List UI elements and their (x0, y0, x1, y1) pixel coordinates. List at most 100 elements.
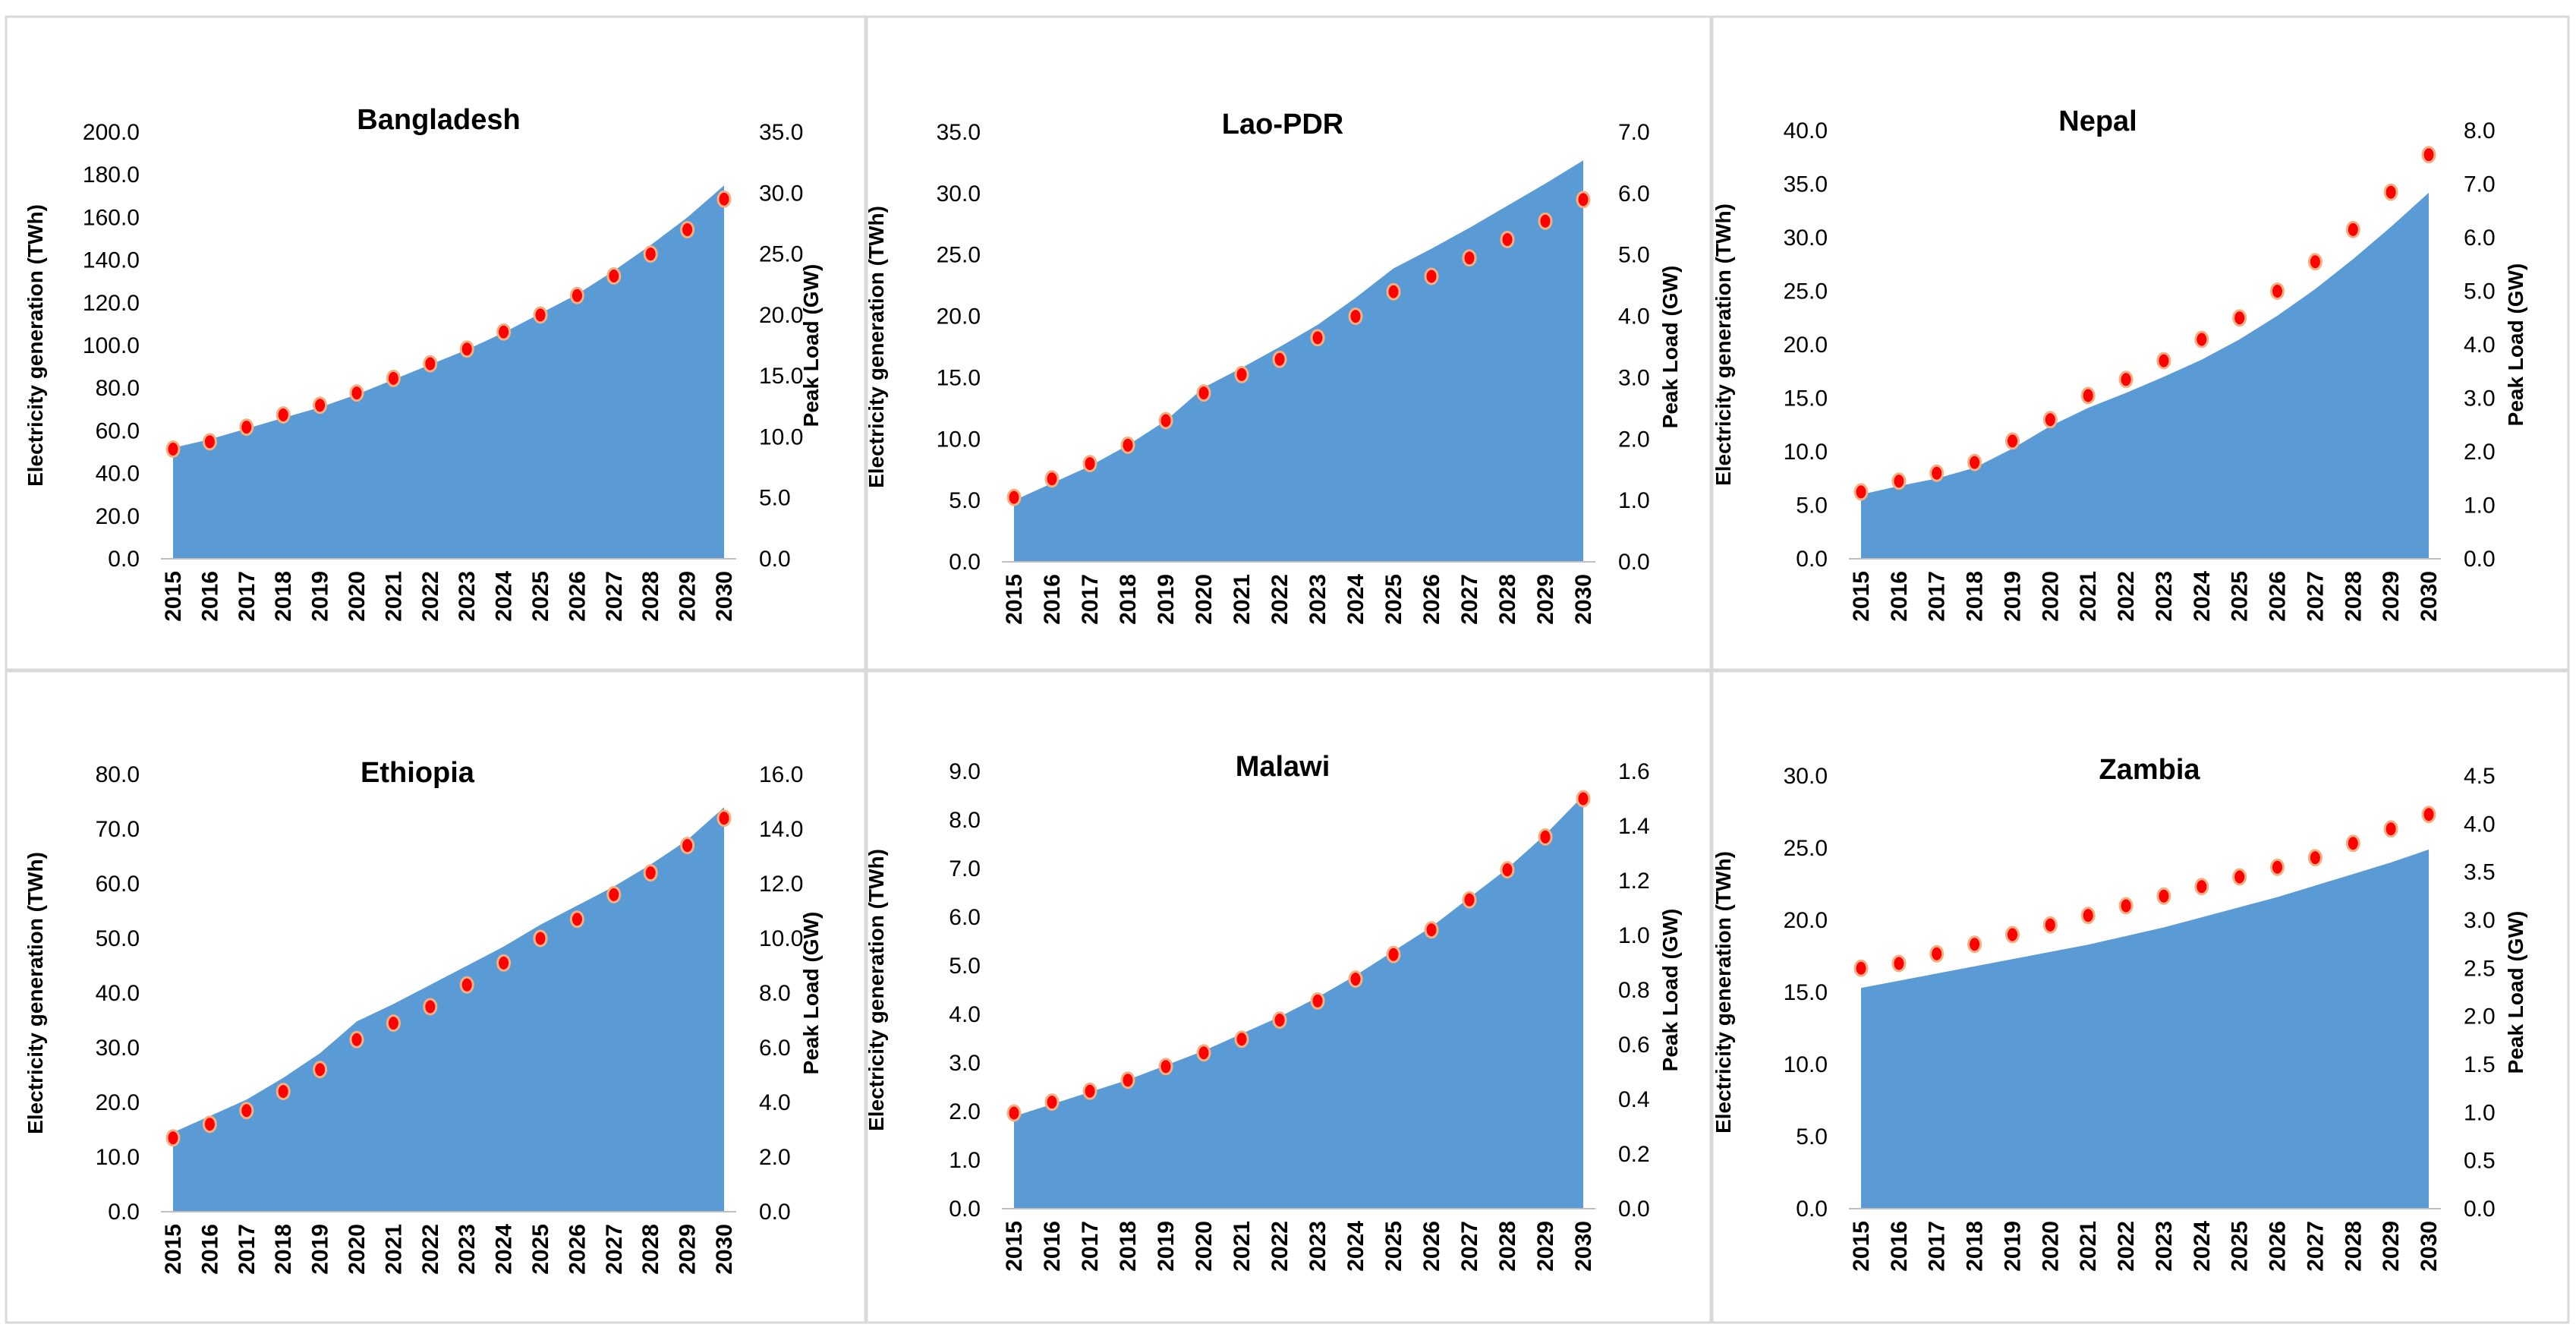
y2-tick-label: 1.4 (1618, 814, 1650, 839)
y2-tick-label: 16.0 (759, 762, 803, 787)
y2-tick-label: 1.0 (2464, 1100, 2496, 1125)
y2-tick-label: 6.0 (759, 1036, 791, 1061)
y2-tick-label: 0.6 (1618, 1033, 1650, 1058)
y-tick-label: 10.0 (1784, 1052, 1828, 1077)
x-tick-label: 2027 (602, 571, 627, 622)
x-tick-label: 2022 (418, 571, 443, 622)
y2-axis-title: Peak Load (GW) (1658, 909, 1682, 1072)
y-tick-label: 10.0 (96, 1145, 140, 1170)
x-tick-label: 2023 (455, 571, 480, 622)
y2-tick-label: 7.0 (1618, 120, 1650, 145)
x-tick-label: 2030 (1571, 574, 1596, 625)
y2-tick-label: 20.0 (759, 303, 803, 328)
peak-load-point (2307, 253, 2322, 271)
peak-load-point (423, 355, 438, 373)
chart-title: Bangladesh (357, 104, 520, 136)
y-tick-label: 10.0 (1784, 440, 1828, 465)
x-tick-label: 2021 (381, 571, 406, 622)
peak-load-point (533, 929, 548, 948)
y2-axis-title: Peak Load (GW) (799, 264, 823, 427)
y2-tick-label: 0.0 (759, 547, 791, 572)
peak-load-point (680, 221, 695, 238)
y2-tick-label: 0.4 (1618, 1087, 1650, 1112)
peak-load-point (606, 267, 622, 285)
peak-load-point (1929, 944, 1945, 963)
generation-area-series (1861, 192, 2429, 560)
x-tick-label: 2024 (492, 1224, 517, 1275)
x-tick-label: 2015 (1002, 574, 1027, 625)
y-tick-label: 120.0 (83, 291, 140, 316)
chart-title: Malawi (1236, 751, 1331, 783)
peak-load-point (1967, 453, 1982, 471)
peak-load-point (2421, 146, 2436, 164)
peak-load-point (2270, 282, 2285, 300)
x-tick-label: 2030 (1571, 1221, 1596, 1272)
y-tick-label: 30.0 (1784, 225, 1828, 251)
x-tick-label: 2029 (1533, 574, 1558, 625)
x-tick-label: 2020 (2038, 1221, 2063, 1272)
x-tick-label: 2026 (2266, 1221, 2291, 1272)
x-tick-label: 2017 (1078, 574, 1103, 625)
x-tick-label: 2026 (1419, 574, 1444, 625)
y-tick-label: 4.0 (949, 1002, 981, 1027)
peak-load-point (349, 384, 364, 402)
x-tick-label: 2015 (1849, 1221, 1874, 1272)
peak-load-point (1044, 470, 1060, 488)
peak-load-point (1310, 329, 1325, 347)
x-tick-label: 2023 (2152, 571, 2177, 622)
chart-panel-bangladesh: Bangladesh 0.0 20.0 40.0 60.0 80.0 100.0 120.0 1… (5, 15, 867, 671)
y2-axis-title: Peak Load (GW) (2504, 911, 2527, 1074)
peak-load-point (643, 864, 658, 882)
y2-tick-label: 2.0 (2464, 440, 2496, 465)
y2-tick-label: 12.0 (759, 872, 803, 897)
peak-load-point (1348, 970, 1363, 989)
x-tick-label: 2027 (1457, 1221, 1482, 1272)
peak-load-point (1386, 945, 1401, 963)
peak-load-point (1929, 464, 1945, 482)
peak-load-point (496, 954, 512, 972)
y2-tick-label: 5.0 (2464, 279, 2496, 304)
y-tick-label: 30.0 (937, 181, 981, 207)
peak-load-point (2156, 887, 2171, 905)
y-tick-label: 8.0 (949, 808, 981, 833)
y-tick-label: 40.0 (1784, 118, 1828, 143)
y-tick-label: 80.0 (96, 376, 140, 401)
y2-tick-label: 1.6 (1618, 759, 1650, 784)
peak-load-point (2232, 309, 2247, 327)
x-tick-label: 2025 (2228, 571, 2253, 622)
x-tick-label: 2030 (712, 1224, 737, 1275)
x-tick-label: 2021 (2076, 1221, 2101, 1272)
y-tick-label: 0.0 (949, 1197, 981, 1222)
x-tick-label: 2017 (235, 1224, 260, 1275)
x-tick-label: 2017 (1078, 1221, 1103, 1272)
peak-load-point (2232, 868, 2247, 886)
y-tick-label: 140.0 (83, 248, 140, 273)
peak-load-point (1386, 282, 1401, 301)
x-tick-label: 2029 (1533, 1221, 1558, 1272)
y2-tick-label: 3.0 (1618, 365, 1650, 390)
y2-tick-label: 0.0 (759, 1200, 791, 1225)
x-tick-label: 2030 (712, 571, 737, 622)
x-tick-label: 2025 (1381, 574, 1406, 625)
x-tick-label: 2030 (2417, 571, 2442, 622)
x-tick-label: 2018 (1963, 1221, 1988, 1272)
peak-load-point (423, 998, 438, 1016)
y2-tick-label: 4.0 (2464, 333, 2496, 358)
y2-tick-label: 1.0 (1618, 488, 1650, 513)
peak-load-point (1044, 1093, 1060, 1112)
peak-load-point (202, 433, 217, 451)
y2-tick-label: 14.0 (759, 817, 803, 842)
x-tick-label: 2020 (2038, 571, 2063, 622)
x-tick-label: 2017 (1925, 1221, 1950, 1272)
y-tick-label: 10.0 (937, 427, 981, 452)
peak-load-point (569, 286, 584, 304)
x-tick-label: 2018 (271, 1224, 296, 1275)
x-tick-label: 2024 (492, 571, 517, 622)
peak-load-point (1006, 488, 1022, 506)
x-tick-label: 2029 (675, 1224, 701, 1275)
y2-tick-label: 10.0 (759, 424, 803, 449)
y2-tick-label: 1.0 (2464, 493, 2496, 519)
y-tick-label: 5.0 (1796, 1124, 1828, 1149)
y-tick-label: 0.0 (108, 1200, 140, 1225)
